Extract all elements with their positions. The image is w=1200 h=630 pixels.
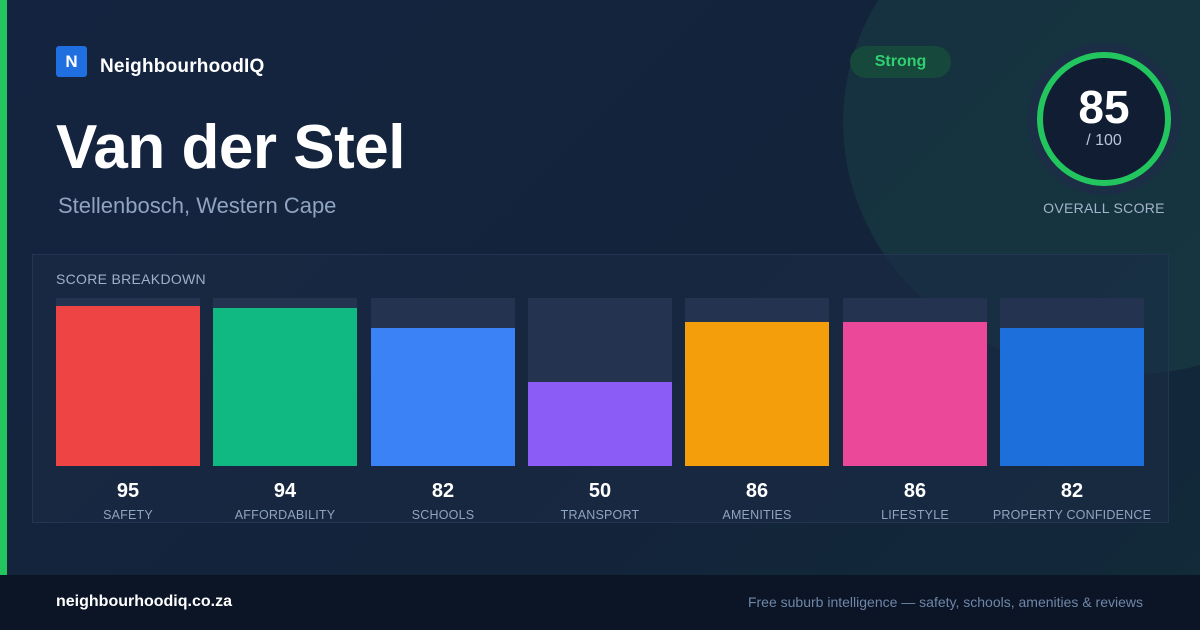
overall-score-ring	[1028, 43, 1180, 195]
brand-name: NeighbourhoodIQ	[100, 56, 265, 77]
footer	[0, 575, 1200, 630]
logo-icon: N	[56, 46, 87, 77]
overall-score-max: / 100	[1086, 132, 1122, 149]
overall-score-value: 85	[1078, 81, 1130, 133]
score-breakdown-panel	[32, 254, 1169, 523]
score-breakdown-title: SCORE BREAKDOWN	[56, 271, 206, 287]
footer-tagline: Free suburb intelligence — safety, schoo…	[747, 594, 1143, 610]
overall-score-caption: OVERALL SCORE	[1043, 200, 1165, 216]
suburb-location: Stellenbosch, Western Cape	[58, 193, 337, 218]
suburb-title: Van der Stel	[56, 113, 405, 182]
accent-bar	[0, 0, 7, 575]
rating-badge: Strong	[850, 46, 951, 78]
footer-url: neighbourhoodiq.co.za	[56, 593, 232, 610]
